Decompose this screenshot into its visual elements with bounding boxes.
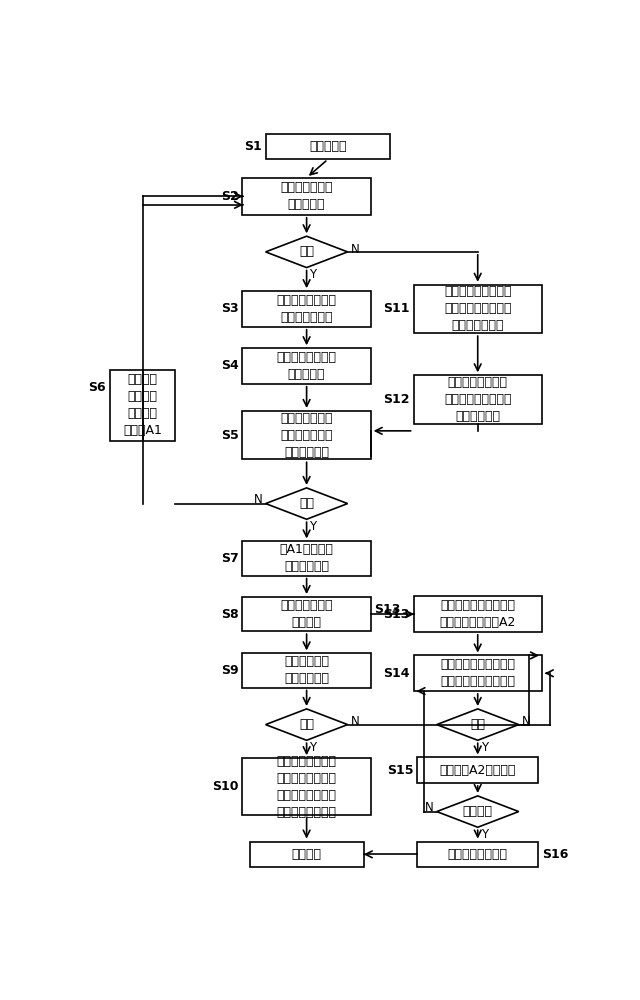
Bar [243, 291, 371, 327]
Polygon shape [266, 709, 348, 740]
Text: S11: S11 [383, 302, 410, 315]
Text: Y: Y [481, 828, 488, 841]
Text: 终止采集: 终止采集 [292, 848, 322, 861]
Bar [243, 411, 371, 459]
Polygon shape [266, 488, 348, 519]
Text: 满足: 满足 [299, 497, 314, 510]
Text: 更新当前位置、速
度、加速度: 更新当前位置、速 度、加速度 [276, 351, 337, 381]
Text: 解算当前位置和速
度，更新初始位置、
速度、加速度: 解算当前位置和速 度，更新初始位置、 速度、加速度 [444, 376, 511, 423]
Text: S2: S2 [221, 190, 239, 203]
Text: 正常: 正常 [470, 718, 485, 731]
Bar [243, 348, 371, 384]
Text: 传送参量数据到
发送单元: 传送参量数据到 发送单元 [280, 599, 333, 629]
Text: 读取移动通信模块状态
信息，并判定是否正常: 读取移动通信模块状态 信息，并判定是否正常 [440, 658, 515, 688]
Text: S15: S15 [387, 764, 413, 777]
Text: 将当前采
集数据存
入内存中
的数组A1: 将当前采 集数据存 入内存中 的数组A1 [123, 373, 162, 437]
Bar [417, 757, 538, 783]
Bar [243, 653, 371, 688]
Text: 采集初始化: 采集初始化 [309, 140, 347, 153]
Text: S4: S4 [221, 359, 239, 372]
Text: Y: Y [310, 520, 317, 533]
Text: S14: S14 [383, 667, 410, 680]
Text: S1: S1 [244, 140, 262, 153]
Text: Y: Y [481, 741, 488, 754]
Bar [413, 375, 542, 424]
Text: S12: S12 [383, 393, 410, 406]
Polygon shape [436, 709, 518, 740]
Bar [417, 842, 538, 867]
Text: Y: Y [310, 741, 317, 754]
Text: 唤醒数据发送模块，将
数据送入发送队列A2: 唤醒数据发送模块，将 数据送入发送队列A2 [440, 599, 516, 629]
Text: S13: S13 [374, 603, 400, 616]
Bar [243, 597, 371, 631]
Bar [243, 758, 371, 815]
Text: N: N [254, 493, 263, 506]
Bar [250, 842, 364, 867]
Text: 正常: 正常 [299, 718, 314, 731]
Polygon shape [266, 236, 348, 268]
Text: 计算压缩条件参
量，并判定是否
满足压缩条件: 计算压缩条件参 量，并判定是否 满足压缩条件 [280, 412, 333, 459]
Text: S7: S7 [221, 552, 239, 565]
Text: 读取导航卫星状
态，并判定: 读取导航卫星状 态，并判定 [280, 181, 333, 211]
Text: 发送完成: 发送完成 [463, 805, 493, 818]
Bar [413, 655, 542, 691]
Text: 将A1中的数据
进行曲线拟合: 将A1中的数据 进行曲线拟合 [280, 543, 333, 573]
Bar [413, 596, 542, 632]
Text: 通过导航卫星解算
当前位置及速度: 通过导航卫星解算 当前位置及速度 [276, 294, 337, 324]
Bar [266, 134, 390, 159]
Text: S3: S3 [221, 302, 239, 315]
Text: 测量当前加速度，读
取初始位置、初始速
度和初始加速度: 测量当前加速度，读 取初始位置、初始速 度和初始加速度 [444, 285, 511, 332]
Text: 发送队列A2中的数据: 发送队列A2中的数据 [440, 764, 516, 777]
Text: N: N [351, 715, 359, 728]
Text: S10: S10 [212, 780, 239, 793]
Text: S5: S5 [221, 429, 239, 442]
Bar [243, 541, 371, 576]
Text: 正常: 正常 [299, 245, 314, 258]
Text: S16: S16 [542, 848, 568, 861]
Text: 发送模块进入等待: 发送模块进入等待 [448, 848, 508, 861]
Text: S9: S9 [221, 664, 239, 677]
Bar [110, 370, 175, 441]
Polygon shape [436, 796, 518, 827]
Text: S13: S13 [383, 608, 410, 621]
Text: Y: Y [310, 268, 317, 281]
Text: N: N [425, 801, 434, 814]
Text: 检测是否满足
终止采集条件: 检测是否满足 终止采集条件 [284, 655, 329, 685]
Bar [413, 285, 542, 333]
Bar [243, 178, 371, 215]
Text: N: N [351, 243, 359, 256]
Text: 检测是否收到精度
调整指令，若收到
则按新指令计算并
调整压缩条件参量: 检测是否收到精度 调整指令，若收到 则按新指令计算并 调整压缩条件参量 [276, 755, 337, 819]
Text: S6: S6 [88, 381, 106, 394]
Text: S8: S8 [221, 608, 239, 621]
Text: N: N [522, 715, 531, 728]
